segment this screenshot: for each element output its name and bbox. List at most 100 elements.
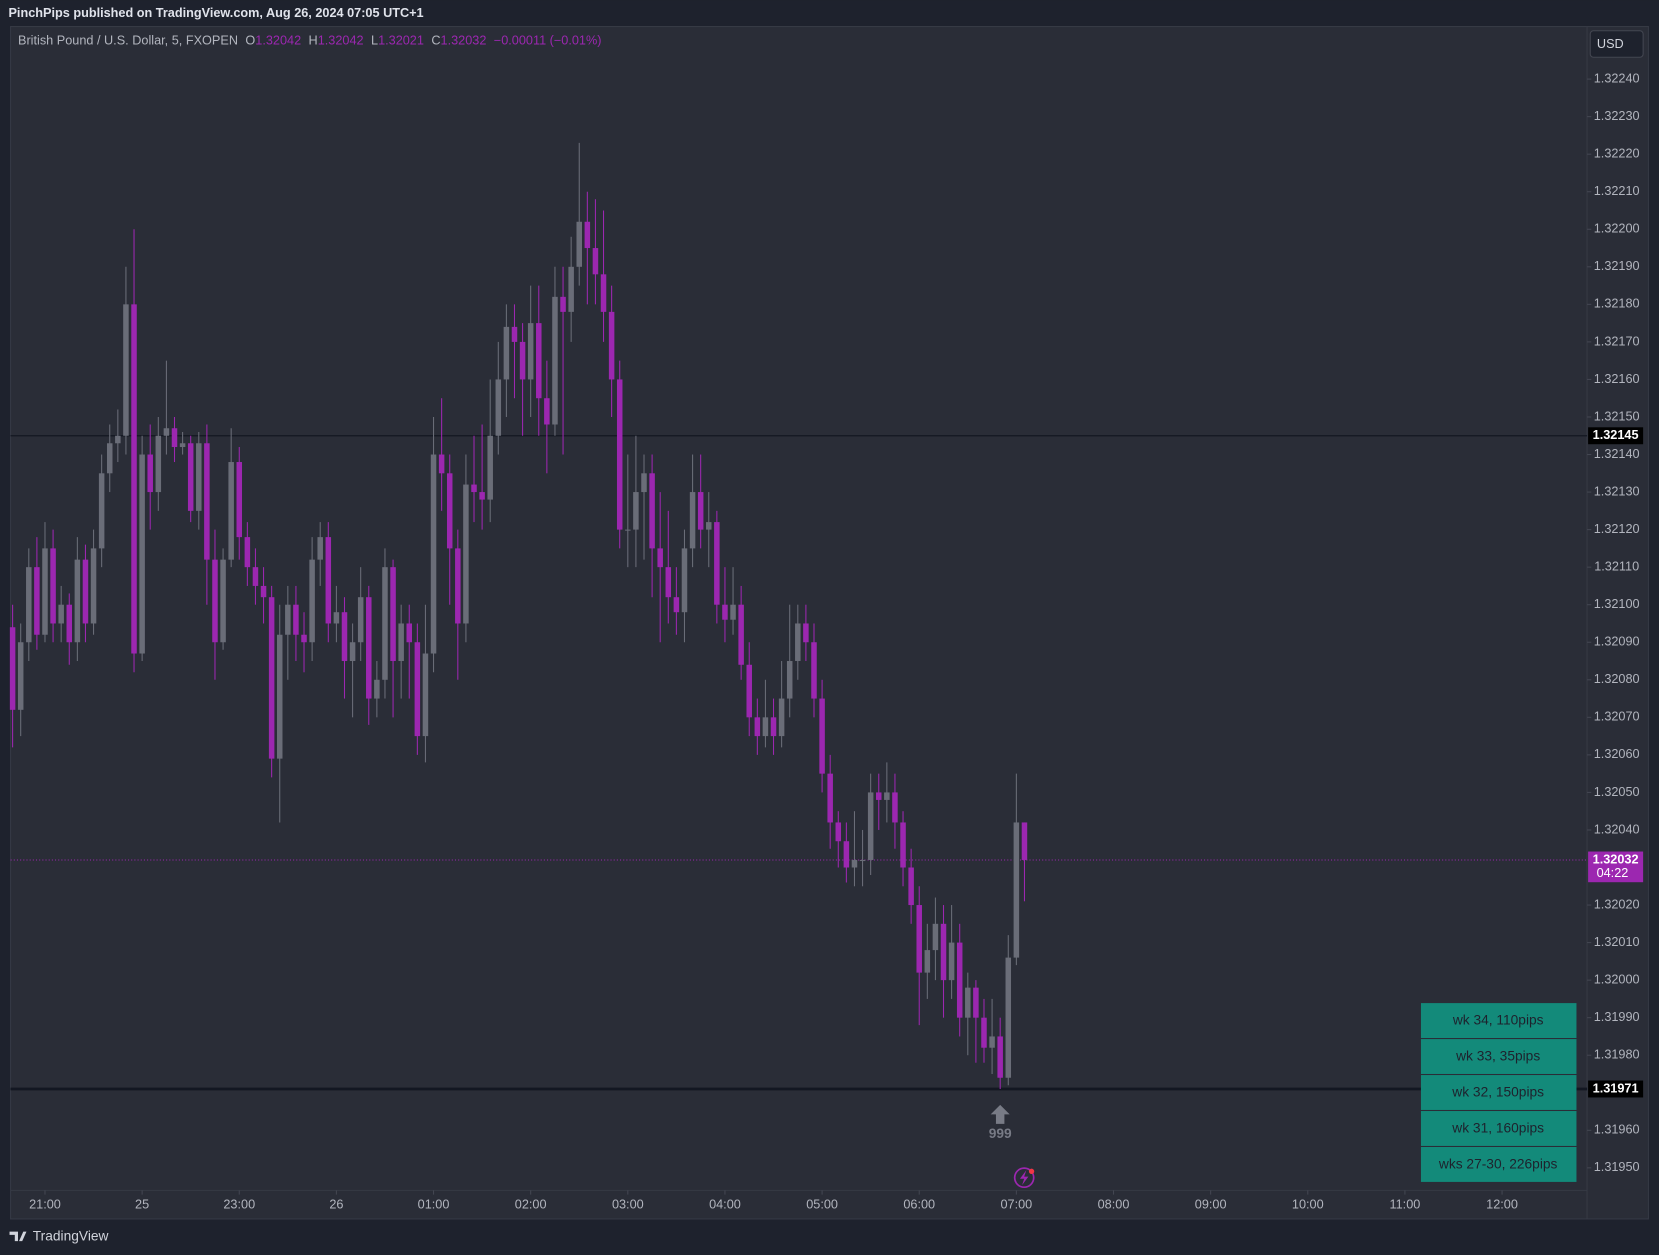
x-tick-label: 09:00: [1195, 1198, 1227, 1212]
x-tick-label: 05:00: [806, 1198, 838, 1212]
y-tick-label: 1.32100: [1594, 597, 1640, 611]
candle-body: [584, 221, 591, 249]
ohlc-key: L: [371, 34, 378, 48]
candle-body: [382, 567, 388, 680]
candle-body: [220, 559, 226, 643]
currency-button[interactable]: [1589, 30, 1644, 58]
candle-body: [9, 627, 16, 710]
table-text: wk 32, 150pips: [1451, 1085, 1544, 1100]
candle-body: [446, 473, 453, 549]
candle-body: [333, 612, 340, 624]
candle-body: [163, 428, 170, 436]
candle-body: [244, 537, 251, 568]
y-tick-label: 1.32140: [1594, 447, 1640, 461]
candle-body: [123, 304, 129, 436]
candle-body: [592, 248, 599, 275]
x-tick-label: 03:00: [612, 1198, 644, 1212]
candle-body: [479, 492, 485, 500]
candle-body: [568, 266, 574, 312]
y-tick-label: 1.31980: [1594, 1048, 1640, 1062]
y-tick-label: 1.32120: [1594, 522, 1640, 536]
y-tick-label: 1.31950: [1594, 1160, 1640, 1174]
candle-body: [827, 773, 833, 823]
candle-body: [940, 923, 947, 981]
candle-body: [98, 473, 105, 549]
candle-body: [276, 634, 283, 759]
candle-body: [42, 548, 48, 635]
candle-body: [366, 597, 372, 699]
y-tick-label: 1.32090: [1594, 635, 1640, 649]
y-tick-label: 1.32010: [1594, 935, 1640, 949]
y-tick-label: 1.32180: [1594, 297, 1640, 311]
candle-body: [608, 311, 615, 380]
candle-body: [965, 987, 971, 1018]
y-tick-label: 1.32060: [1594, 747, 1640, 761]
x-tick-label: 26: [329, 1198, 343, 1212]
published-note: PinchPips published on TradingView.com, …: [8, 6, 423, 20]
candle-body: [641, 473, 647, 493]
candle-body: [924, 950, 931, 973]
candle-body: [795, 623, 801, 662]
candle-body: [171, 428, 178, 448]
candle-body: [876, 792, 882, 800]
table-text: wk 31, 160pips: [1451, 1121, 1544, 1136]
candle-body: [422, 653, 429, 737]
candle-body: [884, 792, 890, 800]
candle-body: [179, 443, 186, 448]
candle-body: [552, 296, 558, 425]
last-price-label: 1.32032: [1593, 852, 1639, 866]
candle-body: [633, 492, 639, 530]
candle-body: [697, 492, 704, 530]
candle-body: [438, 454, 445, 474]
x-tick-label: 12:00: [1486, 1198, 1518, 1212]
candle-body: [50, 548, 56, 624]
candle-body: [754, 717, 761, 737]
candle-body: [495, 379, 502, 436]
candle-body: [527, 323, 534, 380]
candle-body: [859, 859, 866, 862]
y-tick-label: 1.32170: [1594, 334, 1640, 348]
candle-body: [115, 435, 121, 444]
candle-body: [997, 1036, 1003, 1078]
candle-body: [932, 923, 939, 951]
y-tick-label: 1.31990: [1594, 1010, 1640, 1024]
signal-label: 999: [989, 1126, 1012, 1141]
candle-body: [252, 567, 259, 586]
chart-panel: [10, 26, 1649, 1220]
candle-body: [131, 304, 137, 654]
candles: [9, 142, 1028, 1090]
candle-body: [746, 664, 752, 718]
candle-body: [600, 274, 607, 312]
candle-body: [406, 623, 413, 643]
candle-body: [689, 492, 696, 549]
currency-label[interactable]: USD: [1597, 37, 1624, 51]
legend-line: British Pound / U.S. Dollar, 5, FXOPEN O1…: [18, 34, 602, 48]
table-text: wks 27-30, 226pips: [1438, 1157, 1558, 1172]
candle-body: [738, 604, 744, 665]
y-tick-label: 1.32200: [1594, 222, 1640, 236]
y-tick-label: 1.32220: [1594, 147, 1640, 161]
candle-body: [414, 642, 421, 737]
x-tick-label: 23:00: [223, 1198, 255, 1212]
candle-body: [1013, 822, 1020, 958]
table-cell: [1420, 1111, 1577, 1146]
y-tick-label: 1.32150: [1594, 409, 1640, 423]
ohlc-key: O: [245, 34, 255, 48]
ohlc-key: C: [431, 34, 440, 48]
replay-icon[interactable]: [1013, 1167, 1035, 1189]
candle-body: [374, 679, 380, 699]
candle-body: [714, 522, 720, 605]
level-label: 1.31971: [1593, 1081, 1639, 1095]
candle-body: [268, 597, 275, 759]
y-tick-label: 1.32130: [1594, 484, 1640, 498]
candle-body: [106, 443, 113, 474]
candle-body: [835, 822, 842, 842]
candle-body: [390, 567, 396, 662]
candle-body: [212, 559, 218, 643]
candle-body: [139, 454, 145, 654]
candle-body: [325, 537, 332, 624]
y-tick-label: 1.32070: [1594, 710, 1640, 724]
candle-body: [730, 604, 736, 620]
level-label-bg: [1588, 427, 1644, 445]
